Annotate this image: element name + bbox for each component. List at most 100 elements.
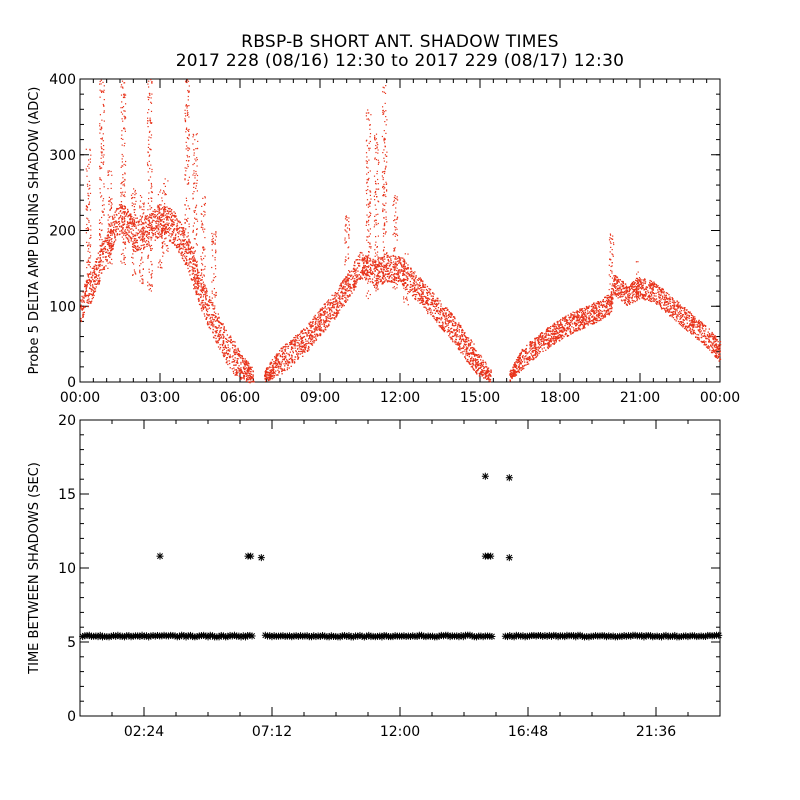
top-data-point xyxy=(82,313,84,316)
top-data-point xyxy=(692,331,695,334)
top-data-point xyxy=(153,233,155,235)
top-data-point xyxy=(285,357,287,359)
top-data-point xyxy=(627,294,629,297)
top-data-point xyxy=(82,299,84,301)
top-data-point xyxy=(658,297,661,299)
top-data-point xyxy=(337,306,340,308)
top-data-point xyxy=(703,324,705,326)
top-data-point xyxy=(470,347,472,350)
top-data-point xyxy=(214,326,216,328)
top-data-point xyxy=(222,352,224,354)
top-data-point xyxy=(432,292,434,294)
top-data-point xyxy=(488,371,490,373)
top-data-point xyxy=(220,322,223,325)
top-data-point xyxy=(109,247,111,249)
top-data-point xyxy=(347,286,350,288)
top-data-point xyxy=(134,223,136,226)
top-data-point xyxy=(408,275,410,277)
top-data-point xyxy=(576,313,578,315)
top-data-point xyxy=(542,344,544,346)
top-data-point xyxy=(336,311,338,314)
top-data-point xyxy=(219,330,221,332)
top-data-point xyxy=(112,231,115,234)
top-data-point xyxy=(341,304,343,306)
top-data-point xyxy=(171,212,173,214)
top-data-point xyxy=(675,309,677,311)
top-data-point xyxy=(319,310,321,312)
top-data-point xyxy=(679,324,682,326)
top-data-point xyxy=(298,350,300,353)
top-data-point xyxy=(399,279,401,281)
top-data-point xyxy=(388,277,390,280)
top-data-point xyxy=(120,201,123,203)
top-data-point xyxy=(89,281,91,283)
top-data-point xyxy=(418,284,420,286)
top-data-point xyxy=(97,280,99,282)
top-data-point xyxy=(572,311,574,313)
top-data-point xyxy=(174,237,176,240)
top-data-point xyxy=(425,302,427,304)
top-data-point xyxy=(125,237,127,239)
top-data-point xyxy=(555,333,557,335)
top-data-point xyxy=(663,290,665,293)
top-data-point xyxy=(95,276,97,278)
top-data-point xyxy=(267,378,269,380)
top-data-point xyxy=(394,255,396,258)
top-data-point xyxy=(289,351,291,353)
top-data-point xyxy=(684,312,686,314)
top-data-point xyxy=(195,279,197,281)
top-data-point xyxy=(99,250,101,253)
top-data-point xyxy=(282,358,284,360)
top-data-point xyxy=(243,371,246,373)
top-data-point xyxy=(437,319,439,321)
top-data-point xyxy=(131,216,133,218)
top-data-point xyxy=(271,369,273,371)
top-data-point xyxy=(323,314,326,316)
top-data-point xyxy=(718,347,720,349)
top-data-point xyxy=(243,363,246,366)
top-data-point xyxy=(161,224,163,226)
top-data-point xyxy=(113,214,115,216)
top-data-point xyxy=(105,240,107,243)
top-data-point xyxy=(373,265,376,267)
top-data-point xyxy=(241,371,243,374)
top-data-point xyxy=(145,230,147,232)
top-data-point xyxy=(279,363,281,365)
top-data-point xyxy=(560,336,563,338)
top-data-point xyxy=(82,308,84,310)
top-data-point xyxy=(204,284,206,286)
top-data-point xyxy=(420,297,422,299)
top-data-point xyxy=(101,269,103,271)
top-data-point xyxy=(314,328,316,331)
top-data-point xyxy=(320,308,323,310)
top-data-point xyxy=(518,359,520,361)
top-data-point xyxy=(715,340,717,342)
top-data-point xyxy=(197,285,200,287)
top-data-point xyxy=(584,315,586,317)
top-data-point xyxy=(245,380,247,382)
top-data-point xyxy=(405,268,407,270)
top-data-point xyxy=(303,346,305,348)
top-data-point xyxy=(125,215,127,217)
top-data-point xyxy=(251,366,253,368)
top-data-point xyxy=(455,341,457,343)
top-data-point xyxy=(429,293,431,295)
top-data-point xyxy=(266,374,269,376)
top-data-point xyxy=(196,287,198,289)
top-data-point xyxy=(228,337,230,339)
top-data-point xyxy=(421,297,423,299)
top-data-point xyxy=(483,367,485,369)
top-data-point xyxy=(475,360,477,362)
top-data-point xyxy=(113,242,115,244)
top-data-point xyxy=(349,287,351,290)
top-data-point xyxy=(290,359,293,361)
top-data-point xyxy=(324,303,326,305)
top-data-point xyxy=(191,269,193,271)
top-data-point xyxy=(153,216,155,218)
top-data-point xyxy=(226,361,228,364)
top-data-point xyxy=(349,285,351,288)
top-data-point xyxy=(219,333,221,336)
top-data-point xyxy=(137,232,140,235)
top-data-point xyxy=(81,295,83,297)
top-data-point xyxy=(126,233,128,236)
